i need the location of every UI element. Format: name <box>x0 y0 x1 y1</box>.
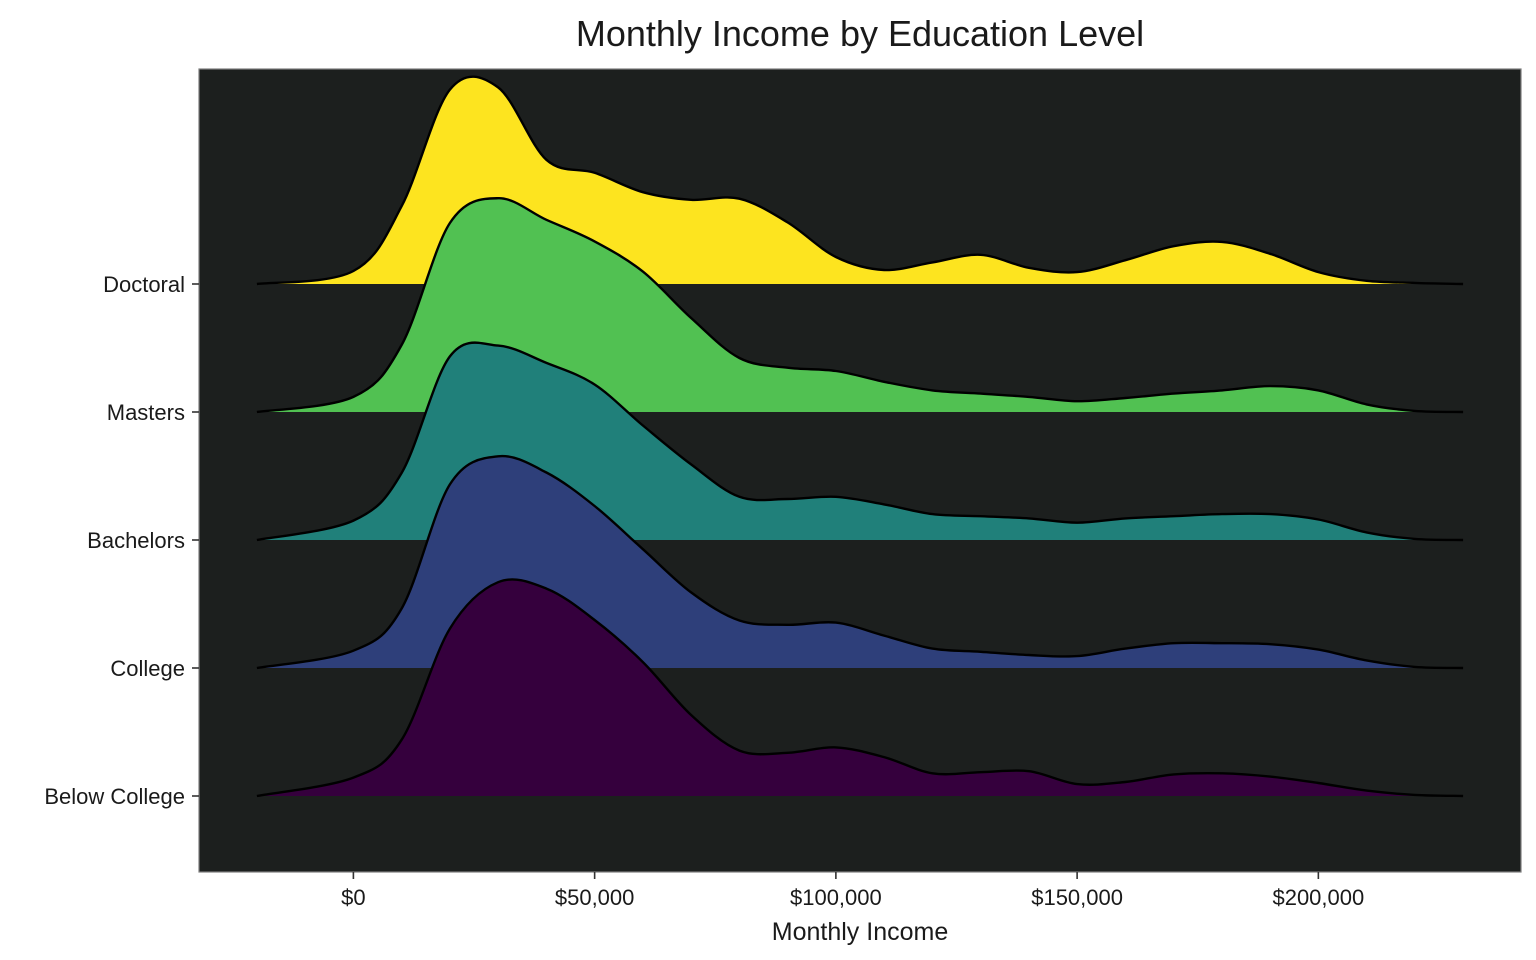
x-axis-label: Monthly Income <box>772 918 948 946</box>
y-tick-label-college: College <box>110 656 185 681</box>
ridges-layer <box>256 75 1464 798</box>
chart-title: Monthly Income by Education Level <box>576 13 1144 54</box>
y-tick-label-masters: Masters <box>107 400 185 425</box>
ridge-fill-masters <box>256 198 1464 412</box>
ridge-outline-masters <box>256 196 1464 414</box>
y-axis: Doctoral Masters Bachelors College Below Col… <box>44 272 199 809</box>
y-tick-label-below-college: Below College <box>44 784 185 809</box>
ridge-fill-below-college <box>256 579 1464 796</box>
x-tick-label: $50,000 <box>555 885 635 910</box>
x-tick-label: $0 <box>341 885 365 910</box>
x-axis: $0 $50,000 $100,000 $150,000 $200,000 <box>341 872 1364 910</box>
y-tick-label-doctoral: Doctoral <box>103 272 185 297</box>
ridge-outline-below-college <box>256 578 1464 798</box>
x-tick-label: $150,000 <box>1031 885 1123 910</box>
x-tick-label: $100,000 <box>790 885 882 910</box>
ridge-outline-college <box>256 454 1464 670</box>
ridge-outline-doctoral <box>256 75 1464 286</box>
y-tick-label-bachelors: Bachelors <box>87 528 185 553</box>
ridge-outline-bachelors <box>256 341 1464 542</box>
x-tick-label: $200,000 <box>1272 885 1364 910</box>
